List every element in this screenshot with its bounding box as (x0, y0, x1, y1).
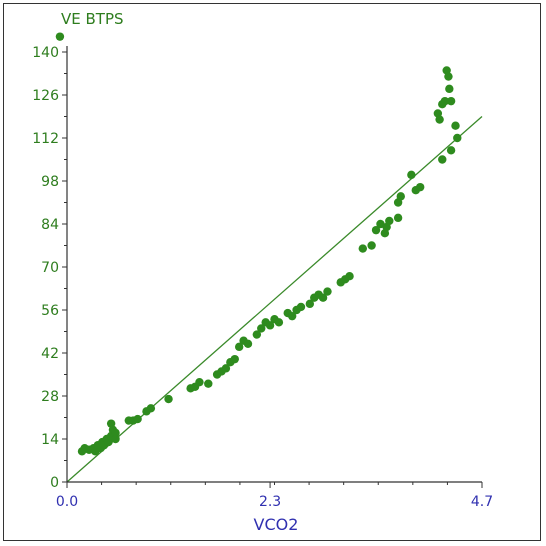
x-tick-labels: 0.0 2.3 4.7 (56, 494, 493, 510)
data-point (446, 146, 456, 155)
data-point (55, 32, 65, 41)
data-point (305, 299, 315, 309)
y-tick-labels: 0 14 28 42 56 70 84 98 112 126 140 (32, 45, 59, 491)
y-tick-label: 28 (41, 389, 59, 405)
data-point (446, 96, 456, 106)
data-point (367, 241, 376, 250)
data-point (438, 155, 447, 164)
data-point (111, 428, 120, 438)
data-point (435, 115, 444, 124)
y-axis-label: VE BTPS (61, 10, 124, 28)
data-point (257, 324, 266, 333)
y-tick-label: 126 (32, 88, 59, 104)
data-point (440, 96, 450, 106)
data-point (195, 377, 204, 387)
data-point (318, 293, 328, 302)
data-point (345, 272, 354, 281)
y-tick-label: 56 (41, 303, 59, 319)
data-point (243, 339, 253, 348)
data-point (371, 225, 381, 235)
data-point (204, 379, 213, 388)
data-point (230, 354, 239, 364)
y-tick-label: 112 (32, 131, 59, 147)
y-tick-label: 98 (41, 174, 59, 190)
points-layer (55, 32, 462, 456)
data-point (164, 394, 173, 404)
data-point (287, 311, 297, 321)
scatter-chart: 0 14 28 42 56 70 84 98 112 126 140 0.0 2.3 4.7 VE BT… (32, 10, 493, 534)
y-tick-label: 14 (41, 432, 59, 448)
data-point (234, 342, 244, 352)
x-tick-label: 2.3 (259, 494, 281, 510)
data-point (385, 216, 394, 226)
data-point (393, 213, 403, 223)
data-point (407, 170, 416, 180)
data-point (296, 302, 306, 312)
data-point (133, 414, 142, 424)
y-tick-label: 0 (50, 475, 59, 491)
data-point (111, 434, 120, 444)
data-point (274, 318, 284, 327)
regression-line (66, 116, 483, 483)
data-point (396, 192, 405, 201)
fit-line-layer (66, 116, 483, 483)
data-point (445, 84, 454, 94)
data-point (265, 321, 275, 330)
chart-frame: 0 14 28 42 56 70 84 98 112 126 140 0.0 2.3 4.7 VE BT… (3, 3, 541, 541)
y-tick-label: 84 (41, 217, 59, 233)
x-tick-label: 0.0 (56, 494, 78, 510)
data-point (146, 404, 156, 413)
data-point (221, 364, 231, 373)
data-point (444, 72, 453, 81)
data-point (415, 182, 425, 192)
x-tick-label: 4.7 (471, 494, 493, 510)
y-tick-label: 70 (41, 260, 59, 276)
tick-layer (62, 51, 483, 488)
data-point (323, 287, 332, 296)
data-point (453, 133, 462, 143)
data-point (358, 244, 367, 253)
data-point (252, 330, 262, 339)
x-axis-label: VCO2 (254, 515, 299, 534)
y-tick-label: 42 (41, 346, 59, 362)
y-tick-label: 140 (32, 45, 59, 61)
data-point (451, 121, 460, 130)
